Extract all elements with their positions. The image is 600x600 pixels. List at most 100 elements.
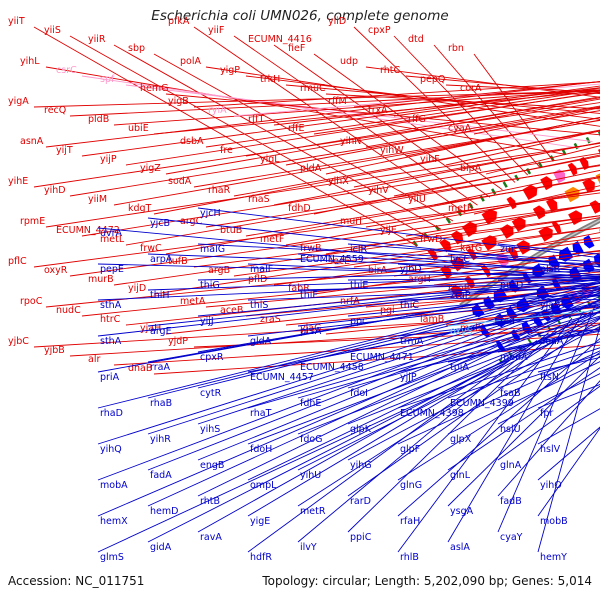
gene-label-forward: rbn: [448, 43, 464, 54]
gene-label-leader: [447, 347, 600, 399]
gene-label-reverse: thiS: [250, 300, 268, 311]
gene-label-leader: [97, 282, 600, 409]
gene-label-leader: [97, 263, 600, 277]
gene-label-reverse: fdoI: [350, 388, 368, 399]
gene-label-reverse: yihG: [350, 460, 372, 471]
gene-label-leader: [197, 276, 600, 317]
gene-label-leader: [97, 285, 600, 445]
gene-label-leader: [69, 89, 600, 117]
gene-label-leader: [325, 116, 600, 175]
gene-label-forward: yihN: [340, 136, 361, 147]
gene-label-leader: [247, 295, 600, 337]
gene-label-reverse: fdhE: [300, 398, 321, 409]
gene-arrow: [540, 176, 553, 191]
gene-label-reverse: glpK: [350, 424, 372, 435]
gene-label-forward: yjbC: [8, 336, 29, 347]
gene-label-reverse: pepE: [100, 264, 124, 275]
gene-label-forward: btuB: [220, 225, 242, 236]
gene-label-leader: [347, 318, 600, 497]
gene-label-leader: [365, 289, 600, 308]
gene-label-leader: [113, 333, 600, 366]
gene-label-leader: [205, 271, 600, 308]
gene-label-forward: ryiA: [208, 105, 227, 116]
gene-label-leader: [433, 169, 600, 206]
gene-label-reverse: rraA: [150, 362, 170, 373]
gene-label-leader: [193, 215, 600, 268]
gene-label-leader: [353, 237, 600, 268]
gene-label-leader: [197, 299, 600, 497]
gene-label-forward: yihX: [328, 176, 349, 187]
gene-label-leader: [347, 315, 600, 389]
gene-label-reverse: rfaH: [400, 516, 420, 527]
gene-label-reverse: malG: [200, 244, 225, 255]
gene-label-leader: [347, 323, 600, 425]
gene-label-forward: recQ: [44, 105, 66, 116]
gene-label-reverse: fadA: [150, 470, 172, 481]
gene-label-leader: [347, 243, 600, 263]
gene-label-reverse: sthA: [100, 300, 122, 311]
gene-label-forward: katG: [460, 243, 482, 254]
gene-label-leader: [147, 253, 600, 272]
gene-label-leader: [69, 203, 600, 277]
gene-label-leader: [205, 89, 600, 148]
gene-label-forward: udp: [340, 56, 358, 67]
gene-label-forward: ubiE: [128, 123, 149, 134]
gene-label-leader: [197, 207, 600, 259]
gene-label-leader: [125, 91, 600, 166]
gene-label-forward: metL: [100, 234, 125, 245]
gene-label-leader: [397, 327, 600, 373]
gene-label-reverse: rhtB: [200, 496, 220, 507]
gene-label-reverse: hemY: [540, 552, 567, 563]
gene-label-leader: [147, 278, 600, 327]
gene-label-leader: [397, 312, 600, 337]
gene-label-leader: [233, 35, 478, 206]
gene-label-reverse: fsaB: [500, 388, 521, 399]
gene-label-reverse: metR: [300, 506, 326, 517]
gene-arrow: [506, 196, 517, 210]
gene-label-reverse: yigE: [250, 516, 270, 527]
gene-label-forward: metF: [260, 234, 284, 245]
gene-label-leader: [233, 227, 600, 277]
gene-label-leader: [313, 252, 600, 295]
gene-label-forward: rpoB: [448, 283, 470, 294]
gene-label-leader: [405, 203, 600, 237]
gene-label-forward: yiiT: [8, 16, 25, 27]
tick-dot: [502, 181, 508, 188]
gene-label-forward: yihW: [380, 145, 404, 156]
gene-label-reverse: ppc: [350, 316, 367, 327]
gene-label-reverse: arpA: [150, 254, 173, 265]
gene-label-reverse: hemX: [100, 516, 128, 527]
gene-label-forward: murI: [340, 216, 362, 227]
gene-label-reverse: fpr: [540, 408, 553, 419]
gene-label-forward: fieF: [288, 43, 305, 54]
gene-label-leader: [245, 97, 600, 157]
gene-label-leader: [397, 350, 600, 445]
gene-label-forward: htrC: [100, 314, 121, 325]
gene-label-forward: argC: [180, 216, 203, 227]
gene-label-reverse: lysC: [450, 254, 470, 265]
gene-label-leader: [537, 426, 600, 481]
gene-label-forward: rhaR: [208, 185, 231, 196]
gene-label-leader: [347, 277, 600, 281]
tick-dot: [491, 188, 497, 195]
gene-label-reverse: yihR: [150, 434, 171, 445]
gene-label-reverse: sthA: [100, 336, 122, 347]
gene-label-reverse: ravA: [200, 532, 222, 543]
gene-label-reverse: yihS: [200, 424, 220, 435]
gene-label-leader: [537, 324, 600, 553]
gene-label-reverse: thiE: [350, 280, 368, 291]
gene-label-leader: [81, 152, 600, 237]
gene-label-forward: yihF: [420, 154, 440, 165]
gene-label-leader: [113, 215, 600, 286]
gene-label-forward: trkH: [260, 74, 280, 85]
gene-label-forward: murB: [88, 274, 114, 285]
gene-label-forward: csrC: [56, 65, 77, 76]
gene-label-leader: [247, 310, 600, 481]
gene-label-reverse: glnA: [500, 460, 522, 471]
tick-dot: [468, 202, 474, 209]
gene-label-leader: [33, 102, 600, 188]
gene-label-forward: yiiU: [408, 194, 426, 205]
gene-label-reverse: glmS: [100, 552, 124, 563]
